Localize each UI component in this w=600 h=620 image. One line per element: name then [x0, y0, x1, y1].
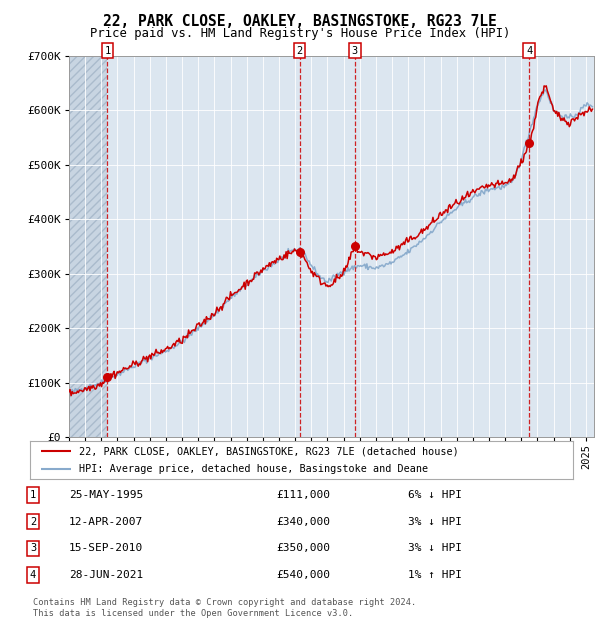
- Text: £111,000: £111,000: [276, 490, 330, 500]
- Text: £350,000: £350,000: [276, 543, 330, 554]
- Text: Contains HM Land Registry data © Crown copyright and database right 2024.
This d: Contains HM Land Registry data © Crown c…: [33, 598, 416, 618]
- Text: 3% ↓ HPI: 3% ↓ HPI: [408, 543, 462, 554]
- Text: 3% ↓ HPI: 3% ↓ HPI: [408, 516, 462, 527]
- Text: 22, PARK CLOSE, OAKLEY, BASINGSTOKE, RG23 7LE: 22, PARK CLOSE, OAKLEY, BASINGSTOKE, RG2…: [103, 14, 497, 29]
- Bar: [69, 56, 107, 437]
- Text: 4: 4: [30, 570, 36, 580]
- Text: 3: 3: [30, 543, 36, 554]
- Text: 1% ↑ HPI: 1% ↑ HPI: [408, 570, 462, 580]
- Text: 28-JUN-2021: 28-JUN-2021: [69, 570, 143, 580]
- Text: 25-MAY-1995: 25-MAY-1995: [69, 490, 143, 500]
- Text: 12-APR-2007: 12-APR-2007: [69, 516, 143, 527]
- Text: 15-SEP-2010: 15-SEP-2010: [69, 543, 143, 554]
- Text: Price paid vs. HM Land Registry's House Price Index (HPI): Price paid vs. HM Land Registry's House …: [90, 27, 510, 40]
- Text: 22, PARK CLOSE, OAKLEY, BASINGSTOKE, RG23 7LE (detached house): 22, PARK CLOSE, OAKLEY, BASINGSTOKE, RG2…: [79, 446, 458, 456]
- Text: 2: 2: [296, 46, 302, 56]
- Text: 1: 1: [30, 490, 36, 500]
- Text: 1: 1: [104, 46, 110, 56]
- Text: £540,000: £540,000: [276, 570, 330, 580]
- Text: 6% ↓ HPI: 6% ↓ HPI: [408, 490, 462, 500]
- Text: 3: 3: [352, 46, 358, 56]
- Text: 4: 4: [526, 46, 532, 56]
- Text: £340,000: £340,000: [276, 516, 330, 527]
- Text: HPI: Average price, detached house, Basingstoke and Deane: HPI: Average price, detached house, Basi…: [79, 464, 428, 474]
- Text: 2: 2: [30, 516, 36, 527]
